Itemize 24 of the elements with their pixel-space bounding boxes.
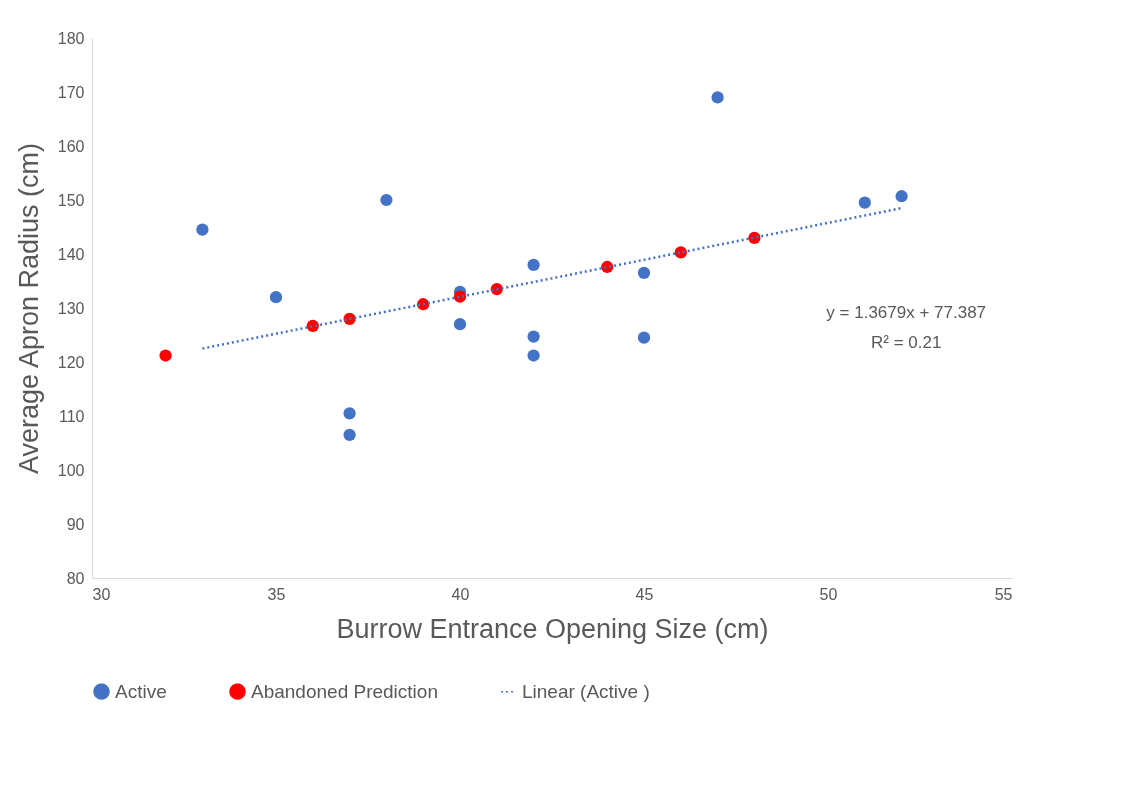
y-tick-label: 160 — [57, 137, 85, 155]
y-tick-label: 170 — [57, 83, 85, 101]
y-tick-label: 140 — [57, 245, 85, 263]
y-tick-label: 150 — [57, 191, 85, 209]
y-tick-label: 80 — [66, 569, 85, 587]
y-tick-label: 120 — [57, 353, 85, 371]
y-tick-label: 90 — [66, 515, 85, 533]
y-axis-title: Average Apron Radius (cm) — [13, 142, 44, 475]
annotation: y = 1.3679x + 77.387 — [826, 303, 987, 323]
x-tick-label: 40 — [451, 585, 470, 603]
y-tick-label: 100 — [57, 461, 85, 479]
legend-label: Abandoned Prediction — [251, 680, 438, 702]
y-tick-label: 110 — [58, 407, 85, 425]
x-tick-label: 35 — [267, 585, 286, 603]
x-tick-label: 45 — [635, 585, 654, 603]
y-tick-label: 130 — [57, 299, 85, 317]
x-axis-title: Burrow Entrance Opening Size (cm) — [336, 613, 769, 644]
legend-label: Linear (Active ) — [522, 680, 650, 702]
annotation: R² = 0.21 — [871, 333, 942, 353]
legend-label: Active — [115, 680, 167, 702]
x-tick-label: 30 — [92, 585, 111, 603]
y-tick-label: 180 — [57, 29, 85, 47]
x-tick-label: 50 — [819, 585, 838, 603]
x-tick-label: 55 — [994, 585, 1013, 603]
